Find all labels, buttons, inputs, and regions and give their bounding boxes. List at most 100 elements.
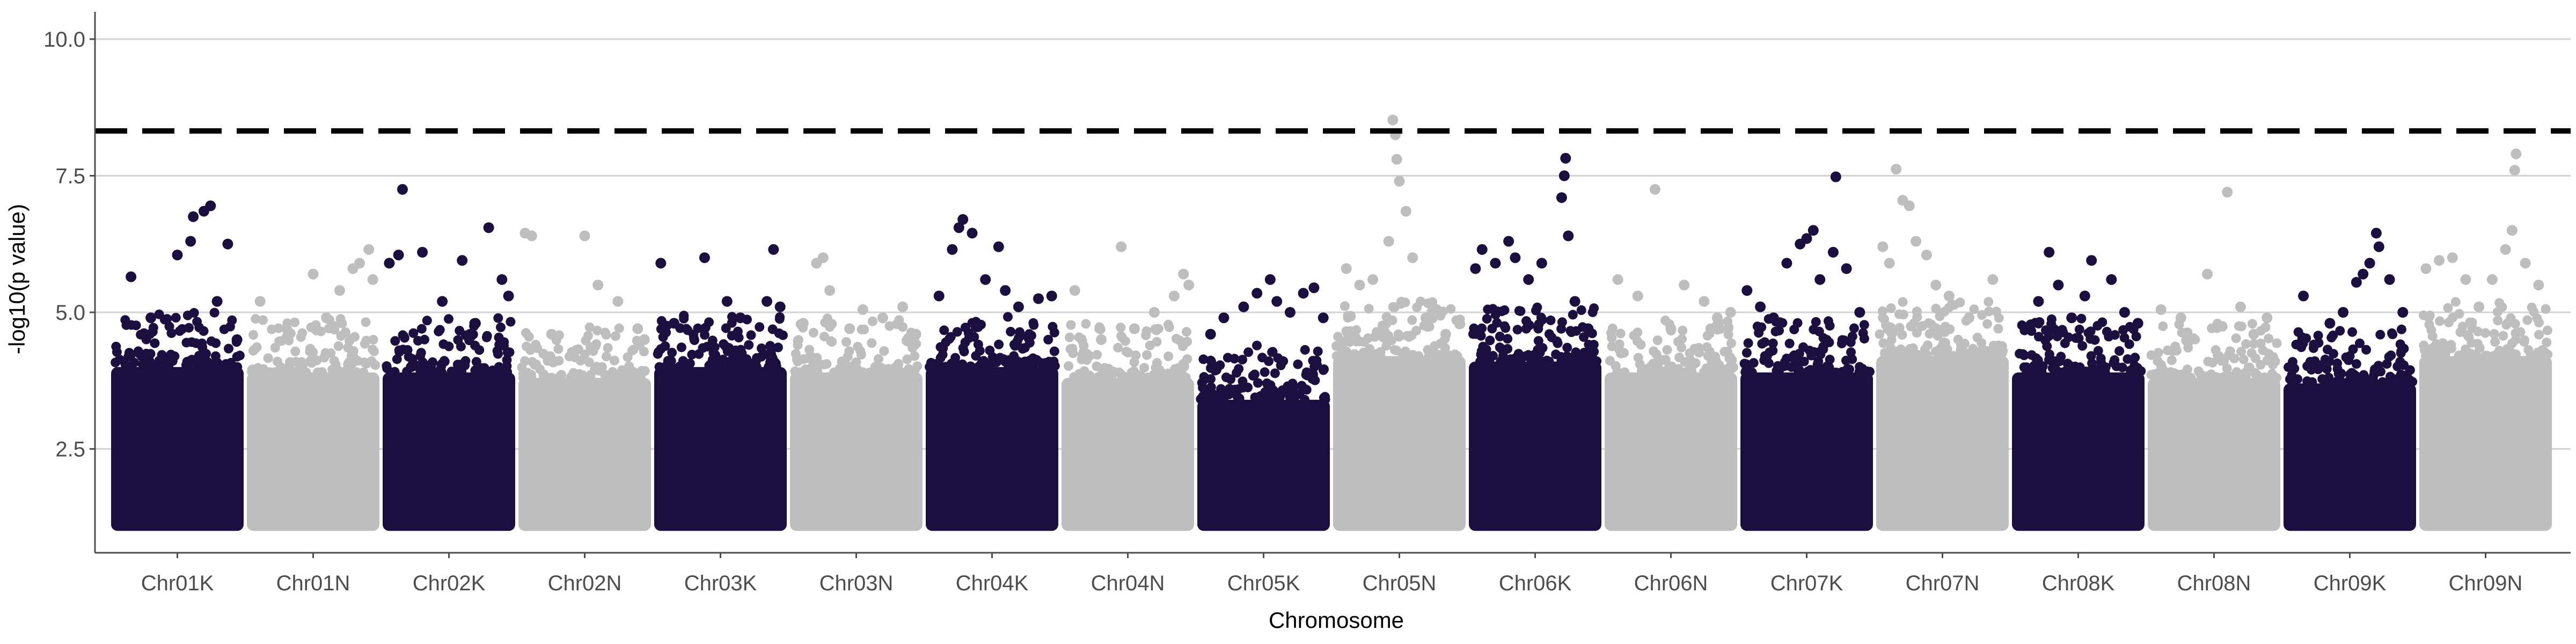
peak-point [334, 285, 345, 296]
point [111, 341, 121, 352]
point [808, 357, 818, 368]
point [504, 347, 515, 357]
series-Chr02K [382, 184, 516, 531]
point [1607, 333, 1617, 343]
peak-point [1298, 288, 1309, 299]
point [1759, 355, 1769, 365]
point [1839, 335, 1849, 346]
point [1438, 306, 1448, 317]
point [978, 356, 989, 366]
point [1684, 368, 1694, 377]
peak-point [2155, 304, 2167, 315]
point [358, 367, 369, 377]
peak-point [2086, 255, 2097, 266]
peak-point [2511, 148, 2522, 159]
point [2092, 321, 2103, 331]
point [594, 365, 604, 376]
point [382, 363, 392, 374]
point [1340, 301, 1350, 311]
point [2308, 343, 2318, 353]
point [656, 316, 667, 326]
peak-point [2106, 274, 2117, 285]
dense-points-Chr08N [2148, 378, 2280, 531]
point [1898, 297, 1908, 307]
point [912, 361, 923, 371]
point [994, 339, 1004, 349]
point [150, 338, 160, 348]
peak-point [384, 258, 395, 269]
peak-point [1308, 282, 1320, 294]
peak-point [2364, 258, 2375, 269]
peak-point [1523, 274, 1534, 285]
point [1812, 360, 1823, 369]
point [2153, 356, 2163, 366]
peak-point [2500, 244, 2511, 255]
point [2307, 364, 2316, 375]
peak-point [933, 290, 945, 302]
peak-point [2324, 318, 2336, 329]
point [248, 330, 259, 340]
point [1162, 368, 1173, 378]
point [2167, 355, 2177, 365]
point [1318, 365, 1328, 375]
point [263, 353, 273, 363]
point [1389, 345, 1400, 355]
point [471, 357, 481, 367]
peak-point [2019, 323, 2031, 334]
point [2153, 348, 2163, 358]
y-axis-title: -log10(p value) [4, 204, 30, 354]
point [1172, 334, 1181, 344]
peak-point [1116, 241, 1127, 252]
point [2450, 297, 2461, 307]
point [1589, 303, 1599, 313]
point [2019, 350, 2029, 361]
point [415, 351, 426, 361]
point [1690, 358, 1701, 368]
peak-point [768, 244, 779, 255]
point [2463, 350, 2473, 361]
point [1238, 376, 1248, 386]
point [584, 322, 595, 332]
point [1633, 353, 1643, 363]
peak-point [1252, 288, 1263, 299]
peak-point [546, 328, 557, 340]
point [1468, 329, 1478, 339]
point [496, 322, 506, 332]
point [1655, 354, 1665, 364]
point [667, 348, 677, 357]
point [1416, 296, 1426, 306]
point [2064, 360, 2074, 370]
point [316, 326, 326, 336]
point [1831, 368, 1841, 377]
point [2250, 368, 2260, 378]
point [2211, 345, 2221, 355]
peak-point [2262, 312, 2273, 324]
point [1702, 342, 1712, 352]
point [746, 330, 756, 340]
point [634, 369, 644, 379]
x-tick-label: Chr04N [1091, 572, 1165, 595]
point [422, 316, 432, 326]
peak-point [1148, 307, 1160, 318]
point [1562, 351, 1572, 361]
peak-point [1807, 225, 1819, 236]
point [2491, 350, 2501, 360]
point [581, 335, 591, 346]
peak-point [1440, 328, 1451, 340]
x-tick-label: Chr04K [956, 572, 1029, 595]
point [121, 320, 131, 330]
point [1747, 367, 1757, 377]
point [955, 362, 965, 372]
point [1485, 335, 1495, 346]
peak-point [1168, 290, 1180, 302]
point [1260, 367, 1270, 377]
point [1674, 353, 1685, 362]
dense-points-Chr03K [654, 367, 787, 531]
point [868, 316, 877, 326]
peak-point [1391, 153, 1402, 165]
point [415, 364, 425, 375]
peak-point [1943, 290, 1955, 302]
point [1722, 347, 1732, 356]
point [162, 355, 172, 365]
point [2026, 350, 2037, 360]
